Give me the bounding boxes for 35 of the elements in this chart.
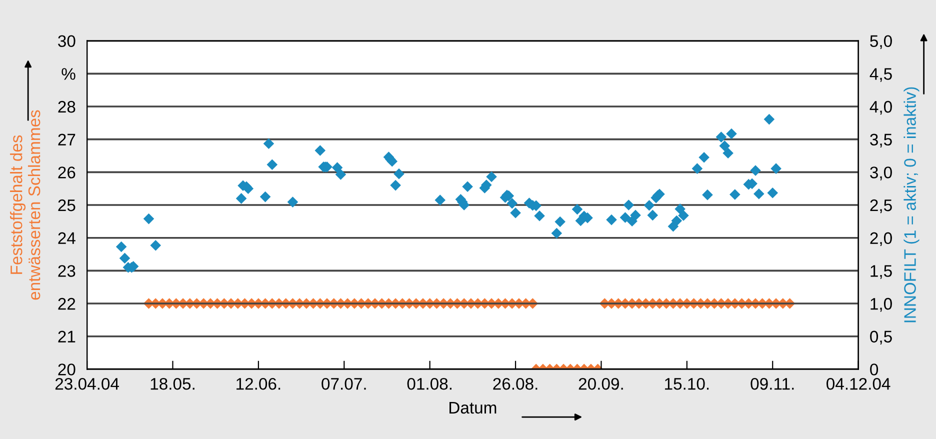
x-tick-label: 18.05. <box>150 378 194 390</box>
x-tick-label: 01.08. <box>407 378 452 390</box>
y-tick-label: 23 <box>58 265 76 277</box>
x-tick-label: 12.06. <box>236 378 280 390</box>
y2-tick-label: 0,5 <box>870 330 892 345</box>
y-tick-label: 21 <box>58 330 76 342</box>
y2-tick-label: 2,0 <box>870 232 892 246</box>
x-tick-label: 04.12.04 <box>826 378 890 390</box>
y-axis-title: Feststoffgehalt des entwässerten Schlammes <box>10 110 40 300</box>
y2-tick-label: 4,5 <box>870 68 892 82</box>
y2-tick-label: 1,5 <box>870 265 892 279</box>
y2-tick-label: 2,5 <box>870 199 892 214</box>
y-tick-label: 25 <box>58 199 76 212</box>
x-tick-label: 07.07. <box>322 378 366 390</box>
y2-tick-label: 1,0 <box>870 298 892 312</box>
x-tick-label: 26.08. <box>493 378 538 390</box>
x-tick-label: 15.10. <box>665 378 709 390</box>
x-tick-label: 23.04.04 <box>55 378 119 390</box>
y-tick-label: 20 <box>58 364 76 376</box>
y-tick-label: 26 <box>58 166 76 178</box>
y-tick-label: 22 <box>58 298 76 310</box>
y-tick-label: 27 <box>58 134 76 146</box>
y-tick-label: 24 <box>58 232 76 244</box>
y-tick-label: 30 <box>58 35 76 48</box>
y2-tick-label: 0 <box>870 364 878 376</box>
y-tick-label: 28 <box>58 100 76 113</box>
y2-tick-label: 3,5 <box>870 134 892 148</box>
y2-tick-label: 4,0 <box>870 100 892 115</box>
y2-tick-label: 5,0 <box>870 35 892 49</box>
y2-axis-title: INNOFILT (1 = aktiv; 0 = inaktiv) <box>904 87 920 322</box>
x-tick-label: 09.11. <box>750 378 794 390</box>
y2-tick-label: 3,0 <box>870 166 892 180</box>
x-tick-label: 20.09. <box>578 378 623 390</box>
y-tick-label: % <box>62 68 76 80</box>
x-axis-title: Datum <box>450 402 496 414</box>
